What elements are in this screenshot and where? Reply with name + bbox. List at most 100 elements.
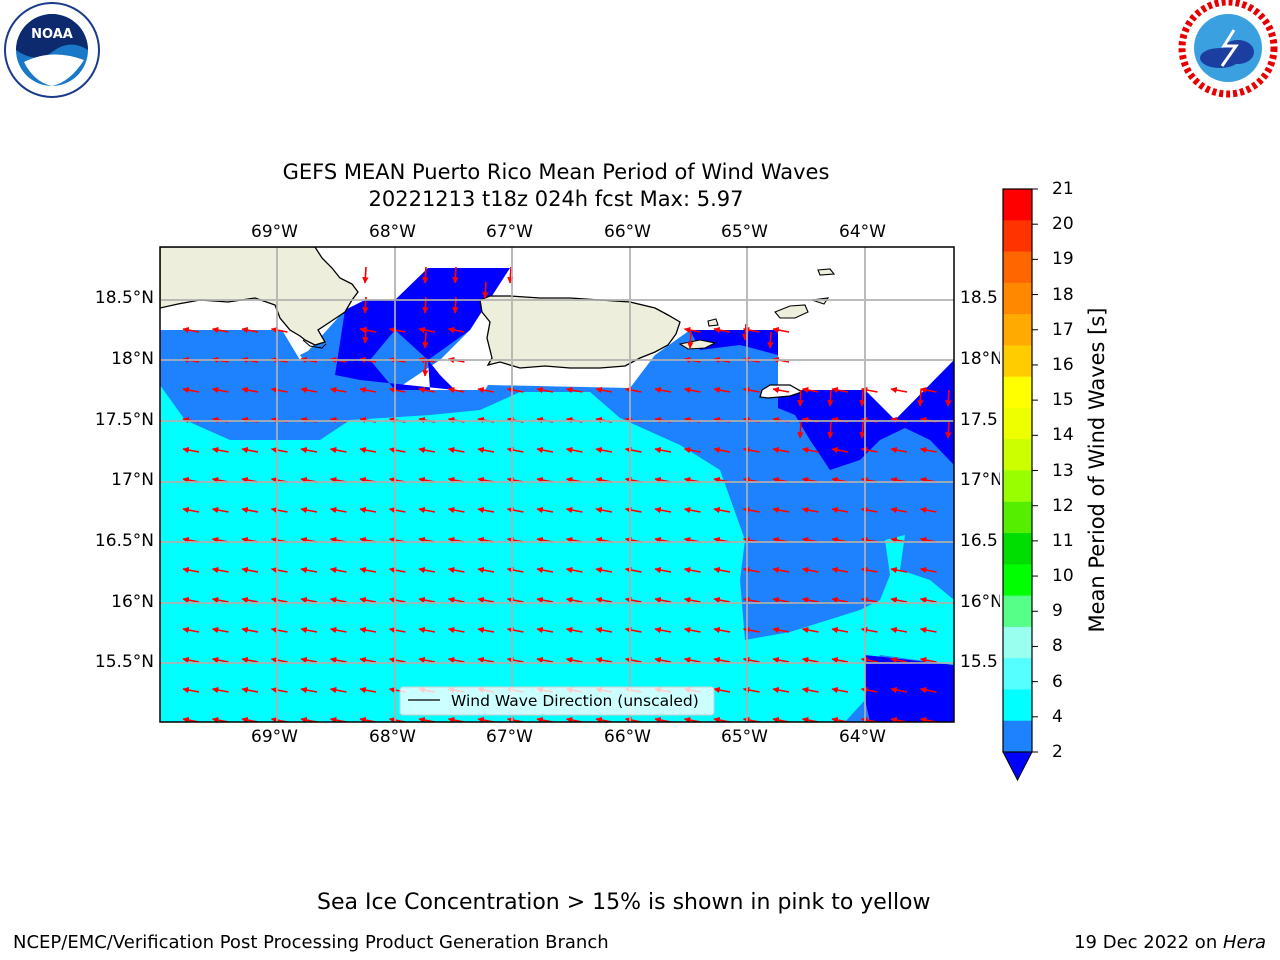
generated-date: 19 Dec 2022 on Hera [1074,932,1266,953]
wave-direction-arrow [713,686,731,694]
lon-tick-bottom: 64°W [839,727,886,747]
wave-direction-arrow [831,686,849,694]
wave-direction-arrow [565,386,583,394]
wave-direction-arrow [654,446,672,454]
wave-direction-arrow [624,566,642,574]
wave-direction-arrow [270,506,288,514]
wave-direction-arrow [447,626,465,634]
wave-direction-arrow [595,626,613,634]
wave-direction-arrow [329,506,347,514]
wave-direction-arrow [300,656,318,664]
wave-direction-arrow [654,656,672,664]
wave-direction-arrow [654,626,672,634]
wave-direction-arrow [300,596,318,604]
wave-direction-arrow [713,626,731,634]
period-below-2-patch [300,345,320,370]
wave-direction-arrow [827,389,834,407]
land-virgin-islands [774,304,809,319]
wave-direction-arrow [683,326,701,334]
lat-tick-left: 16°N [111,592,154,612]
wave-direction-arrow [241,446,259,454]
wave-direction-arrow [890,626,908,634]
wave-direction-arrow [506,566,524,574]
wave-direction-arrow [300,506,318,514]
wave-direction-arrow [919,686,937,694]
wave-direction-arrow [890,596,908,604]
wave-direction-arrow [919,596,937,604]
map-panel: Wind Wave Direction (unscaled) [159,246,955,723]
colorbar-swatch [1003,626,1032,659]
wave-direction-arrow [329,386,347,394]
wave-direction-arrow [418,506,436,514]
wave-direction-arrow [241,506,259,514]
wave-direction-arrow [890,686,908,694]
wave-direction-arrow [687,331,694,349]
wave-direction-arrow [624,446,642,454]
colorbar-swatch [1003,282,1032,315]
host-name: Hera [1222,932,1266,953]
colorbar [1002,188,1038,782]
wave-direction-arrow [565,506,583,514]
wave-direction-arrow [772,326,790,334]
wave-direction-arrow [713,506,731,514]
land-culebra [707,318,719,327]
wave-direction-arrow [359,386,377,394]
wave-direction-arrow [211,446,229,454]
wave-direction-arrow [359,506,377,514]
colorbar-tick-label: 15 [1052,390,1074,411]
wave-direction-arrow [359,446,377,454]
wave-direction-arrow [683,656,701,664]
wave-direction-arrow [359,326,377,334]
wave-direction-arrow [388,446,406,454]
wave-direction-arrow [919,656,937,664]
period-band-4-6 [160,385,954,722]
wave-direction-arrow [772,656,790,664]
colorbar-tick-label: 17 [1052,319,1074,340]
lon-tick-bottom: 66°W [604,727,651,747]
colorbar-swatch [1003,251,1032,284]
wave-direction-arrow [477,566,495,574]
wave-direction-arrow [422,266,429,284]
lat-tick-right: 16.5 [960,531,998,551]
wave-direction-arrow [917,389,924,407]
wave-direction-arrow [831,386,849,394]
wave-direction-arrow [890,566,908,574]
colorbar-swatch [1003,376,1032,409]
wave-direction-arrow [300,686,318,694]
wave-direction-arrow [945,389,952,407]
wave-direction-arrow [565,656,583,664]
wave-direction-arrow [388,596,406,604]
colorbar-swatch [1003,345,1032,378]
wave-direction-arrow [919,386,937,394]
colorbar-swatch [1003,407,1032,440]
wave-direction-arrow [801,566,819,574]
wave-direction-arrow [536,506,554,514]
wave-direction-arrow [713,326,731,334]
wave-direction-arrow [772,686,790,694]
wave-direction-arrow [683,506,701,514]
lat-tick-left: 18°N [111,349,154,369]
wave-direction-arrow [831,626,849,634]
colorbar-tick-label: 9 [1052,601,1063,622]
colorbar-label: Mean Period of Wind Waves [s] [1085,307,1109,633]
lon-tick-top: 66°W [604,222,651,242]
colorbar-tick-label: 6 [1052,671,1063,692]
sea-ice-note: Sea Ice Concentration > 15% is shown in … [317,890,931,915]
wave-direction-arrow [270,386,288,394]
wave-direction-arrow [388,656,406,664]
wave-direction-arrow [797,389,804,407]
wave-direction-arrow [447,446,465,454]
wave-direction-arrow [801,446,819,454]
lon-tick-bottom: 69°W [251,727,298,747]
wave-direction-arrow [447,326,465,334]
wave-direction-arrow [890,656,908,664]
wave-direction-arrow [422,359,429,377]
colorbar-tick-label: 13 [1052,460,1074,481]
wave-direction-arrow [506,626,524,634]
wave-direction-arrow [772,596,790,604]
wave-direction-arrow [624,656,642,664]
wave-direction-arrow [565,446,583,454]
wave-direction-arrow [595,566,613,574]
wave-direction-arrow [211,656,229,664]
wave-direction-arrow [482,281,489,299]
